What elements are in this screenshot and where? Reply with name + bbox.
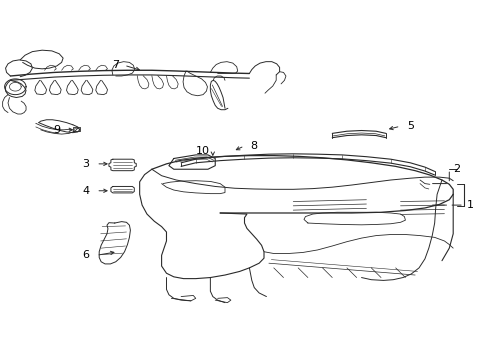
Text: 4: 4 [82,186,89,196]
Text: 3: 3 [82,159,89,169]
Text: 5: 5 [406,121,413,131]
Text: 8: 8 [250,141,257,151]
Text: 9: 9 [53,125,60,135]
Text: 1: 1 [466,200,473,210]
Text: 10: 10 [196,146,210,156]
Text: 6: 6 [82,250,89,260]
Text: 2: 2 [452,164,459,174]
Text: 7: 7 [111,60,119,70]
